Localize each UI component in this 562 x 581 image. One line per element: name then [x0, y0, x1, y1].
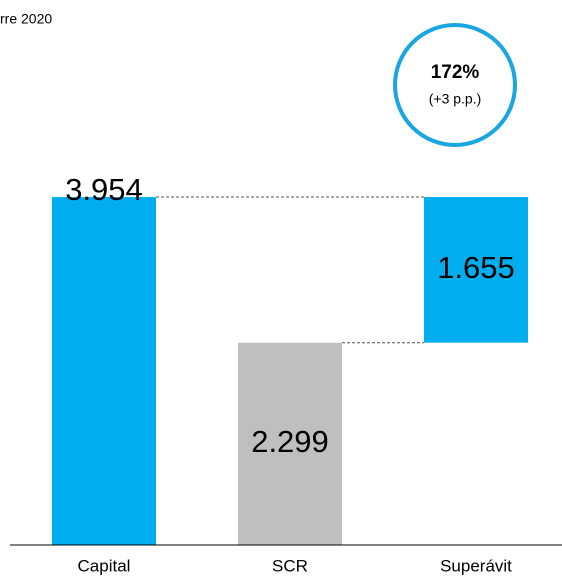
chart-title: rre 2020: [0, 11, 52, 27]
x-tick-label: Capital: [78, 556, 131, 575]
bar: [238, 342, 342, 545]
bar: [424, 197, 528, 343]
value-label: 2.299: [251, 424, 329, 459]
bar: [52, 197, 156, 545]
x-tick-label: Superávit: [440, 556, 512, 575]
annotation-circle: [393, 23, 517, 147]
value-label: 1.655: [437, 250, 515, 285]
annotation-subtitle: (+3 p.p.): [429, 91, 482, 107]
value-label: 3.954: [65, 172, 143, 207]
annotation-title: 172%: [431, 62, 480, 83]
x-tick-label: SCR: [272, 556, 308, 575]
